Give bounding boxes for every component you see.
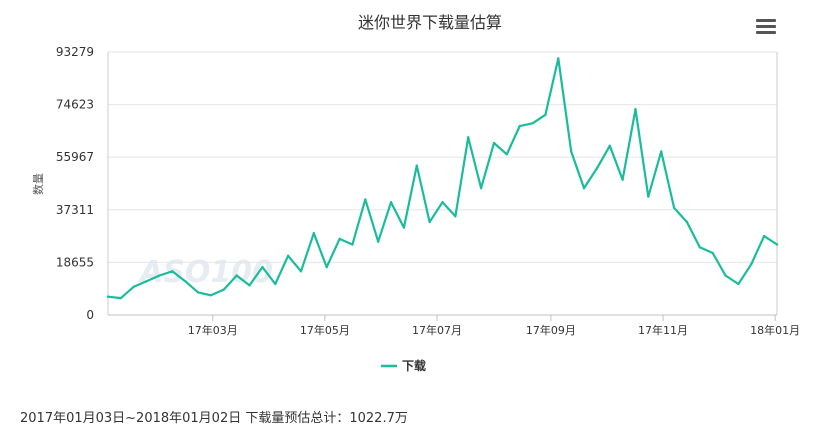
data-point[interactable] [119, 296, 123, 300]
x-tick-label: 17年09月 [526, 323, 576, 337]
data-point[interactable] [274, 282, 277, 286]
legend-label: 下载 [402, 358, 426, 373]
y-axis-label: 数量 [32, 173, 45, 195]
data-point[interactable] [235, 274, 238, 277]
data-point[interactable] [775, 243, 779, 246]
data-point[interactable] [660, 150, 663, 153]
data-point[interactable] [634, 107, 637, 111]
data-point[interactable] [171, 270, 174, 273]
legend[interactable]: 下载 [381, 358, 426, 373]
data-point[interactable] [376, 240, 380, 243]
grid-lines [107, 51, 778, 316]
data-point[interactable] [261, 265, 264, 269]
data-point[interactable] [492, 141, 496, 145]
data-point[interactable] [750, 263, 753, 266]
data-point[interactable] [299, 270, 303, 273]
data-point[interactable] [762, 234, 766, 238]
download-summary: 2017年01月03日~2018年01月02日 下载量预估总计：1022.7万 [20, 411, 408, 426]
data-point[interactable] [698, 246, 702, 249]
data-point[interactable] [685, 220, 689, 224]
data-point[interactable] [158, 274, 161, 277]
x-tick-label: 18年01月 [750, 323, 800, 337]
x-tick-label: 17年11月 [638, 323, 688, 337]
data-point[interactable] [145, 279, 148, 283]
y-tick-label: 55967 [56, 150, 94, 164]
data-point[interactable] [312, 232, 316, 235]
data-point[interactable] [428, 220, 431, 224]
data-point[interactable] [724, 274, 727, 277]
data-point[interactable] [711, 251, 714, 255]
y-tick-label: 93279 [56, 45, 94, 59]
data-point[interactable] [389, 201, 393, 204]
y-tick-label: 74623 [56, 98, 94, 112]
data-point[interactable] [505, 153, 509, 156]
data-point[interactable] [196, 291, 200, 294]
data-point[interactable] [402, 226, 406, 229]
data-point[interactable] [531, 122, 534, 125]
data-point[interactable] [557, 57, 560, 60]
y-tick-label: 18655 [56, 255, 94, 269]
data-point[interactable] [595, 167, 599, 170]
series-layer [106, 57, 779, 300]
x-tick-label: 17年07月 [412, 323, 462, 337]
y-tick-label: 37311 [56, 203, 94, 217]
data-point[interactable] [338, 237, 341, 241]
data-point[interactable] [479, 186, 483, 190]
data-point[interactable] [183, 279, 187, 283]
data-point[interactable] [106, 295, 110, 298]
data-point[interactable] [222, 288, 225, 291]
hamburger-menu-icon[interactable] [756, 19, 776, 37]
data-point[interactable] [467, 136, 470, 139]
data-point[interactable] [608, 144, 611, 148]
data-point[interactable] [132, 285, 135, 289]
data-point[interactable] [415, 164, 418, 167]
data-point[interactable] [454, 215, 457, 218]
y-axis-ticks: 0 18655 37311 55967 74623 93279 [56, 45, 94, 322]
data-point[interactable] [209, 294, 213, 297]
data-point[interactable] [518, 124, 521, 128]
x-axis-ticks: 17年03月 17年05月 17年07月 17年09月 17年11月 18年01月 [188, 315, 800, 337]
data-point[interactable] [325, 265, 328, 269]
x-tick-label: 17年05月 [300, 323, 350, 337]
data-point[interactable] [569, 150, 573, 153]
watermark: ASO100 [138, 255, 273, 290]
data-point[interactable] [672, 206, 676, 210]
data-point[interactable] [647, 195, 650, 198]
x-tick-label: 17年03月 [188, 323, 238, 337]
data-point[interactable] [248, 284, 251, 287]
data-point[interactable] [582, 186, 586, 190]
data-point[interactable] [351, 243, 354, 246]
data-point[interactable] [544, 113, 547, 117]
data-point[interactable] [621, 178, 624, 181]
chart-title: 迷你世界下载量估算 [358, 13, 502, 32]
data-point[interactable] [737, 282, 740, 286]
data-point[interactable] [286, 254, 290, 257]
data-point[interactable] [441, 201, 444, 204]
y-tick-label: 0 [86, 308, 94, 322]
data-point[interactable] [364, 198, 367, 201]
